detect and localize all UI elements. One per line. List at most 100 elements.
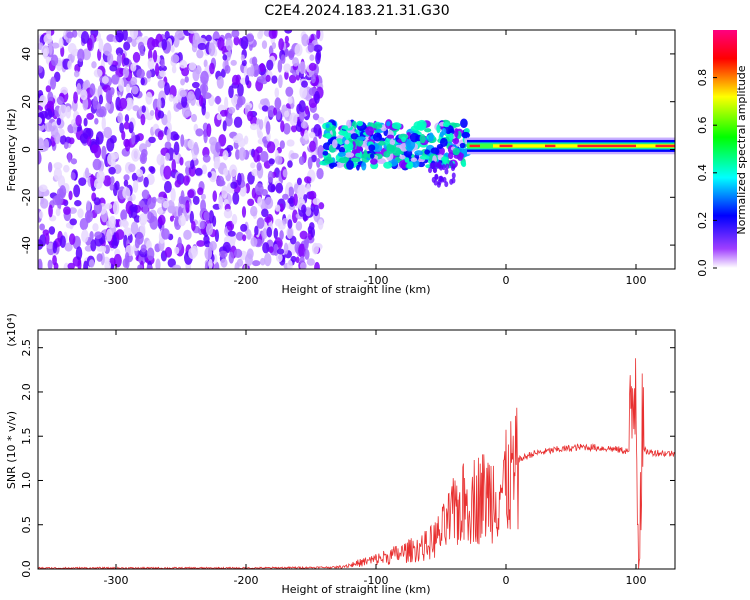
heat-cell xyxy=(119,219,124,227)
heat-cell xyxy=(183,139,189,148)
heat-cell xyxy=(83,117,88,127)
heat-cell xyxy=(228,85,234,99)
heat-cell xyxy=(154,63,160,77)
heat-cell xyxy=(196,49,204,59)
heat-cell xyxy=(167,258,176,268)
heat-cell xyxy=(254,225,259,236)
heat-cell xyxy=(180,134,185,147)
heat-cell xyxy=(123,174,130,181)
heat-cell xyxy=(261,208,269,218)
heat-cell xyxy=(284,70,289,80)
heat-cell xyxy=(266,141,276,154)
heat-cell xyxy=(283,123,291,135)
heat-cell xyxy=(209,240,217,251)
heat-cell xyxy=(164,141,172,150)
heat-cell xyxy=(146,264,153,269)
heat-cell xyxy=(141,148,148,158)
heat-cell xyxy=(299,230,308,240)
heat-cell xyxy=(106,228,113,242)
heat-cell xyxy=(197,42,207,51)
heat-cell xyxy=(325,132,332,139)
heat-cell xyxy=(301,33,310,47)
heat-cell xyxy=(223,167,229,177)
heat-cell xyxy=(261,105,269,112)
heat-cell xyxy=(98,38,104,53)
heat-cell xyxy=(88,259,95,268)
heat-cell xyxy=(295,221,303,231)
heat-cell xyxy=(208,258,213,269)
heat-cell xyxy=(105,102,111,111)
heat-cell xyxy=(148,136,156,144)
heat-cell xyxy=(90,144,99,154)
heat-cell xyxy=(179,59,188,69)
heat-cell xyxy=(370,158,378,165)
heat-cell xyxy=(271,75,278,84)
heat-cell xyxy=(117,112,123,124)
heat-cell xyxy=(243,65,249,78)
heat-cell xyxy=(52,240,58,254)
heat-cell xyxy=(263,252,272,267)
heat-cell xyxy=(317,144,325,159)
heat-cell xyxy=(132,179,139,193)
heat-cell xyxy=(287,219,293,229)
heat-cell xyxy=(249,123,258,131)
heat-cell xyxy=(126,36,133,43)
heat-cell xyxy=(373,123,383,129)
heat-cell xyxy=(46,242,55,250)
heat-cell xyxy=(73,70,80,78)
heat-cell xyxy=(346,160,354,170)
heat-cell xyxy=(79,133,89,144)
bottom-x-axis-label: Height of straight line (km) xyxy=(281,583,430,596)
heat-cell xyxy=(157,110,165,119)
heat-cell xyxy=(204,111,210,120)
heat-cell xyxy=(316,157,321,168)
heat-cell xyxy=(327,138,333,144)
heat-cell xyxy=(130,221,139,235)
heat-cell xyxy=(118,78,125,92)
heat-cell xyxy=(290,152,299,160)
bottom-y-ticks: 0.0 0.5 1.0 1.5 2.0 2.5 xyxy=(20,339,675,578)
heat-cell xyxy=(80,31,90,44)
heat-cell xyxy=(401,136,407,143)
heat-cell xyxy=(308,131,316,139)
heat-cell xyxy=(224,96,229,111)
heat-cell xyxy=(77,208,84,219)
heat-cell xyxy=(287,227,294,239)
heat-cell xyxy=(356,120,364,127)
heat-cell xyxy=(344,152,355,158)
heat-cell xyxy=(50,125,59,138)
heat-cell xyxy=(322,150,329,156)
heat-cell xyxy=(202,154,211,163)
heat-cell xyxy=(241,59,247,66)
heat-cell xyxy=(137,264,143,269)
figure-title: C2E4.2024.183.21.31.G30 xyxy=(264,3,449,19)
heat-cell xyxy=(284,30,293,34)
heat-cell xyxy=(120,209,128,222)
heat-cell xyxy=(189,210,194,224)
heat-band-red xyxy=(577,144,636,148)
heat-cell xyxy=(307,42,315,53)
heat-cell xyxy=(123,121,130,130)
heat-cell xyxy=(71,30,78,38)
heat-cell xyxy=(55,207,61,217)
heat-cell xyxy=(39,110,49,119)
heat-cell xyxy=(433,179,438,186)
heat-cell xyxy=(311,242,319,255)
heat-cell xyxy=(95,131,104,145)
heat-cell xyxy=(230,95,239,105)
heat-cell xyxy=(449,178,454,185)
heat-cell xyxy=(173,133,180,141)
heat-cell xyxy=(171,65,177,74)
heat-cell xyxy=(64,242,73,252)
heat-cell xyxy=(406,161,414,170)
bottom-xtick-label: 100 xyxy=(626,574,647,587)
heat-cell xyxy=(316,167,324,180)
bottom-xtick-label: -200 xyxy=(234,574,259,587)
heat-cell xyxy=(309,222,315,231)
heat-cell xyxy=(208,42,216,57)
bottom-y-axis-label: SNR (10 * v/v) xyxy=(5,411,18,489)
heat-cell xyxy=(191,43,198,53)
heat-cell xyxy=(251,169,259,177)
heat-cell xyxy=(271,42,277,49)
